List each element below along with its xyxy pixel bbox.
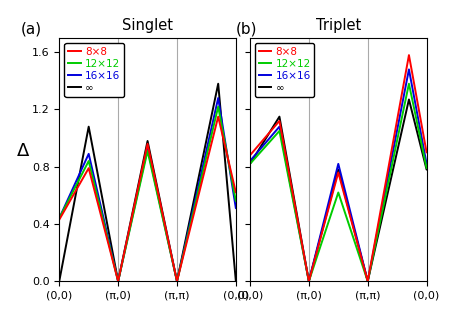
Text: (b): (b) [236,21,257,36]
Y-axis label: Δ: Δ [17,142,30,160]
Legend: 8×8, 12×12, 16×16, ∞: 8×8, 12×12, 16×16, ∞ [64,43,124,97]
Title: Singlet: Singlet [122,18,173,33]
Text: (a): (a) [20,21,42,36]
Title: Triplet: Triplet [316,18,361,33]
Legend: 8×8, 12×12, 16×16, ∞: 8×8, 12×12, 16×16, ∞ [255,43,314,97]
